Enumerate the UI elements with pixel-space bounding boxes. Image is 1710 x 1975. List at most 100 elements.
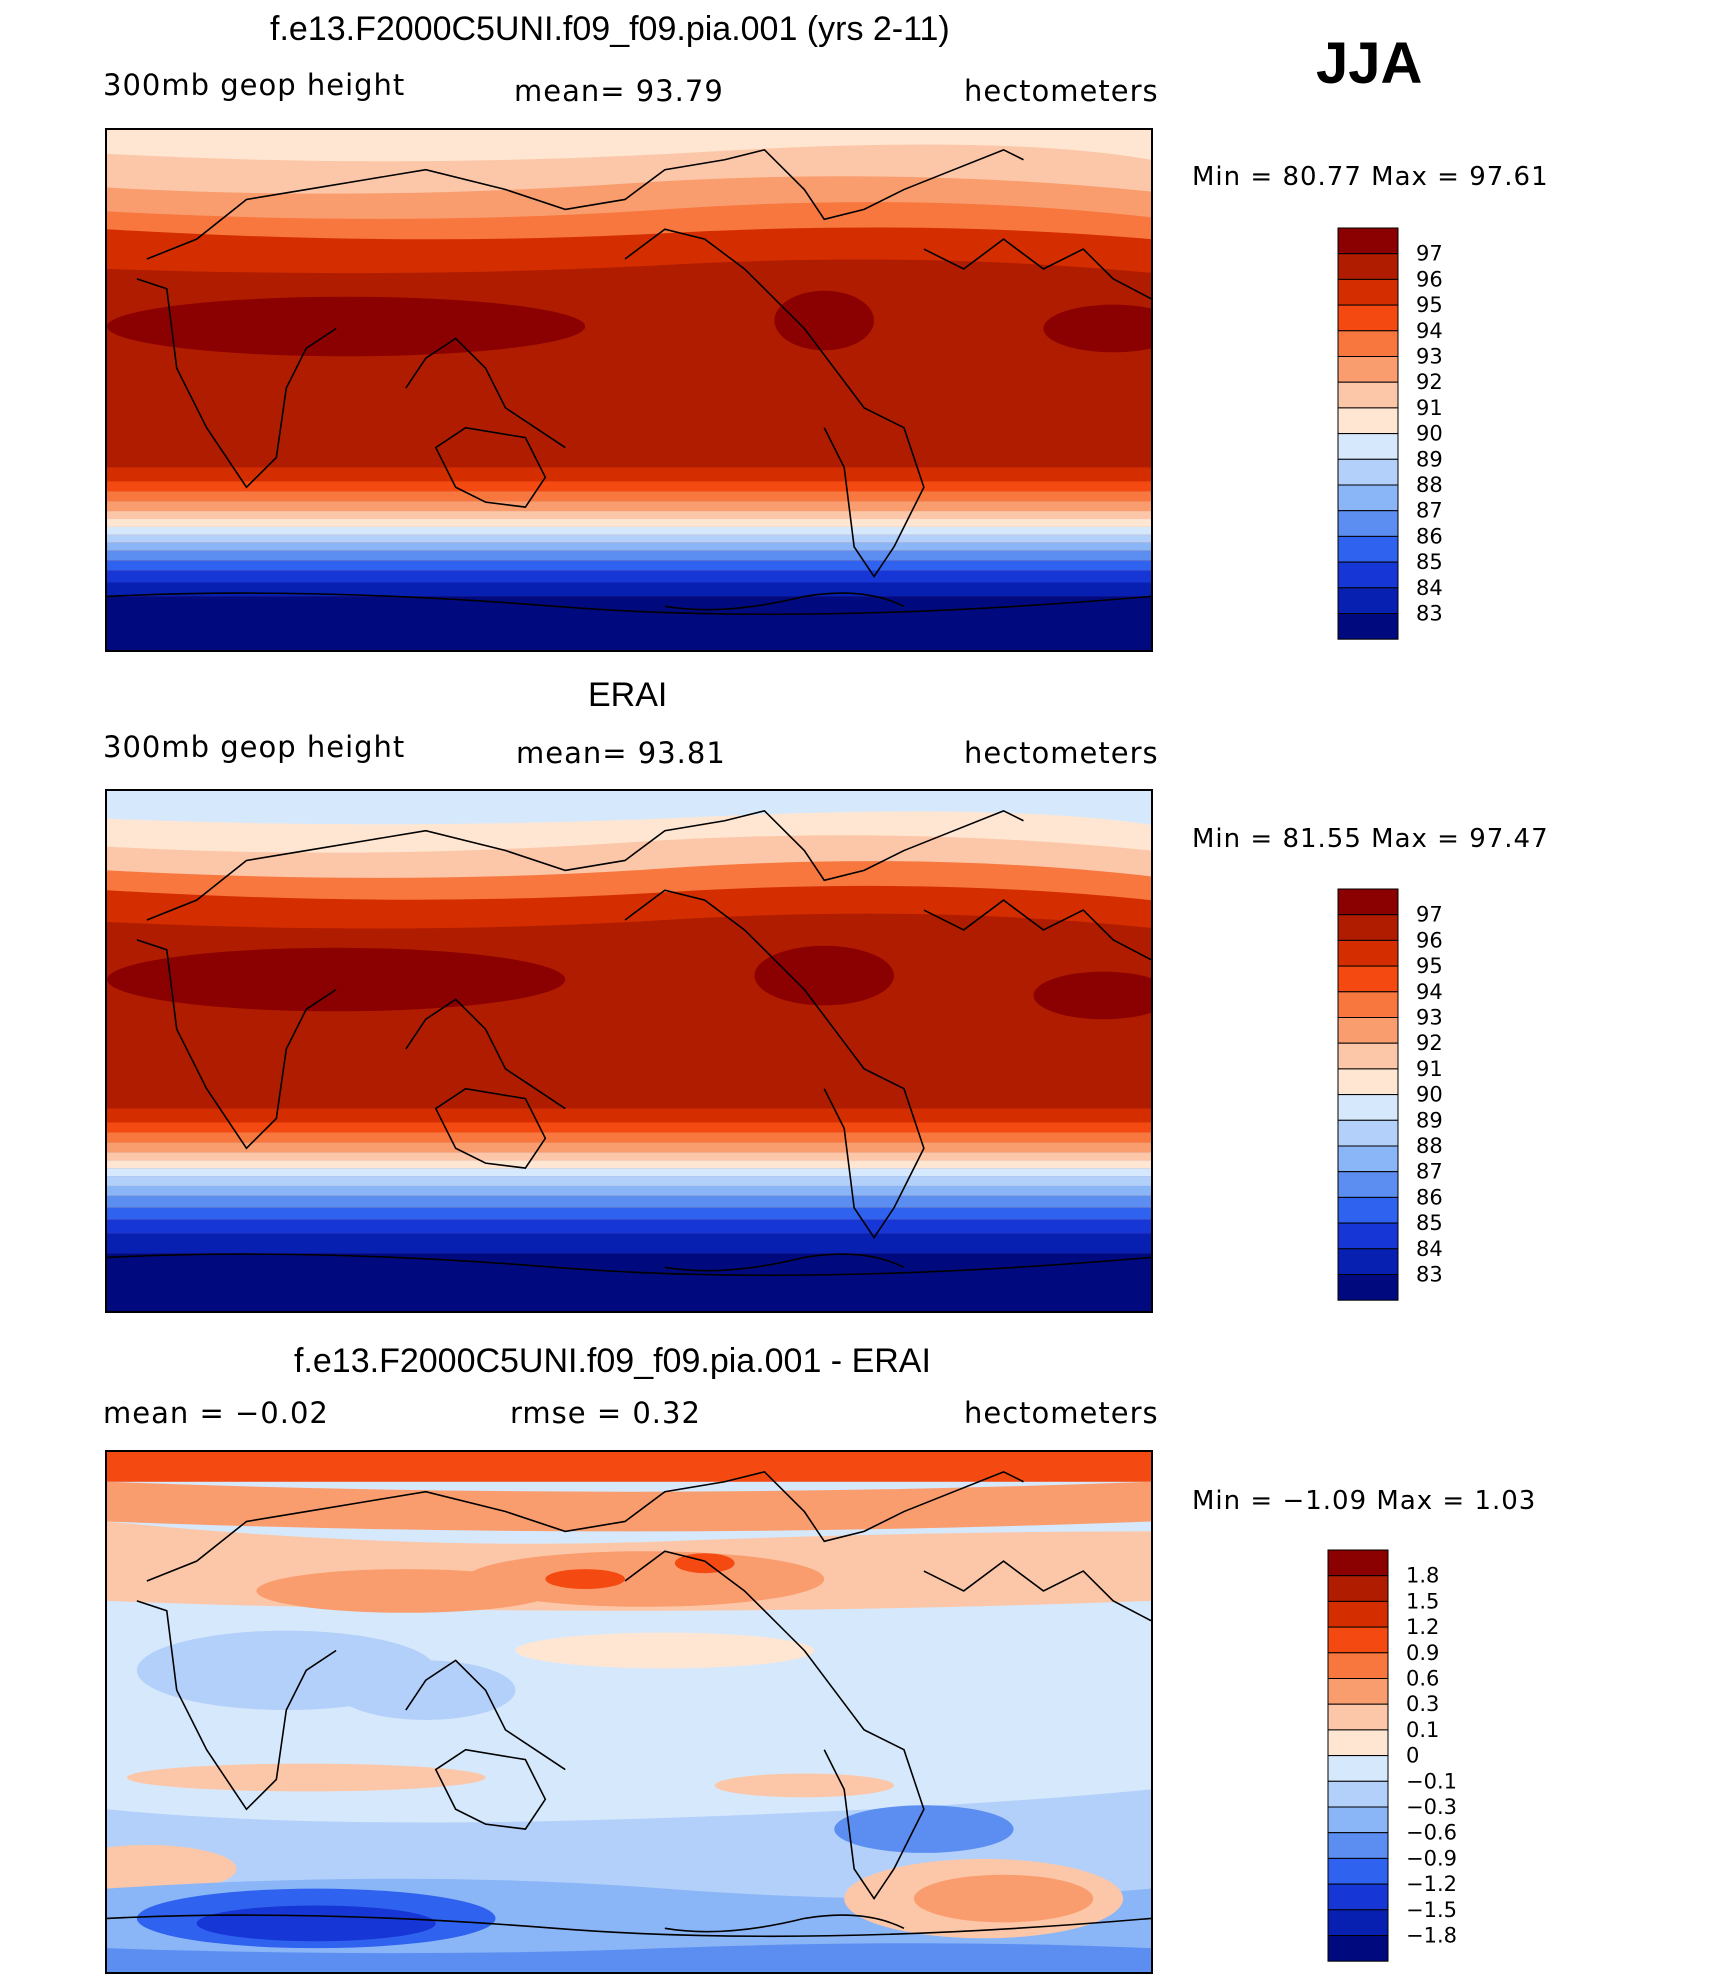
panel-3-minmax: Min = −1.09 Max = 1.03 bbox=[1192, 1486, 1537, 1516]
colorbar-swatch bbox=[1327, 1832, 1389, 1859]
colorbar-tick-label: −1.2 bbox=[1406, 1872, 1457, 1896]
colorbar-swatch bbox=[1327, 1780, 1389, 1808]
panel-1-title: f.e13.F2000C5UNI.f09_f09.pia.001 (yrs 2-… bbox=[270, 10, 950, 48]
colorbar-tick-label: 84 bbox=[1416, 576, 1443, 600]
colorbar-swatch bbox=[1337, 991, 1399, 1019]
colorbar-tick-label: 83 bbox=[1416, 602, 1443, 626]
colorbar-swatch bbox=[1337, 1222, 1399, 1250]
colorbar-tick-label: 92 bbox=[1416, 1031, 1443, 1055]
colorbar-swatch bbox=[1327, 1857, 1389, 1885]
colorbar-swatch bbox=[1337, 1248, 1399, 1275]
panel-1-variable-label: 300mb geop height bbox=[103, 68, 406, 102]
panel-3-units-label: hectometers bbox=[964, 1396, 1159, 1430]
colorbar-tick-label: −1.8 bbox=[1406, 1924, 1457, 1948]
colorbar-tick-label: 90 bbox=[1416, 1083, 1443, 1107]
colorbar-swatch bbox=[1337, 484, 1399, 512]
colorbar-tick-label: 93 bbox=[1416, 345, 1443, 369]
colorbar-swatch bbox=[1337, 1068, 1399, 1096]
panel-3-mean-label: mean = −0.02 bbox=[103, 1396, 329, 1430]
colorbar-tick-label: 0.6 bbox=[1406, 1667, 1439, 1691]
colorbar-swatch bbox=[1337, 381, 1399, 409]
colorbar-tick-label: 0.9 bbox=[1406, 1641, 1439, 1665]
colorbar-tick-label: 1.2 bbox=[1406, 1615, 1439, 1639]
colorbar-tick-label: 96 bbox=[1416, 928, 1443, 952]
colorbar-tick-label: 94 bbox=[1416, 319, 1443, 343]
colorbar-tick-label: 1.8 bbox=[1406, 1564, 1439, 1588]
colorbar-tick-label: 0 bbox=[1406, 1744, 1419, 1768]
colorbar-swatch bbox=[1337, 433, 1399, 460]
colorbar-swatch bbox=[1327, 1626, 1389, 1654]
colorbar-tick-label: −0.6 bbox=[1406, 1821, 1457, 1845]
colorbar-tick-label: 0.1 bbox=[1406, 1718, 1439, 1742]
colorbar-tick-label: 91 bbox=[1416, 396, 1443, 420]
colorbar-swatch bbox=[1337, 1196, 1399, 1224]
colorbar-swatch bbox=[1327, 1600, 1389, 1628]
colorbar-swatch bbox=[1337, 227, 1399, 255]
colorbar-tick-label: −0.1 bbox=[1406, 1769, 1457, 1793]
colorbar-swatch bbox=[1327, 1575, 1389, 1602]
colorbar-swatch bbox=[1337, 888, 1399, 916]
colorbar-swatch bbox=[1337, 510, 1399, 537]
colorbar-tick-label: 93 bbox=[1416, 1006, 1443, 1030]
colorbar-swatch bbox=[1327, 1909, 1389, 1936]
colorbar-swatch bbox=[1337, 1274, 1399, 1301]
colorbar-tick-label: 88 bbox=[1416, 1134, 1443, 1158]
panel-2-minmax: Min = 81.55 Max = 97.47 bbox=[1192, 824, 1549, 854]
colorbar-swatch bbox=[1337, 1042, 1399, 1070]
colorbar-swatch bbox=[1327, 1549, 1389, 1577]
colorbar-swatch bbox=[1327, 1883, 1389, 1911]
colorbar-tick-label: 1.5 bbox=[1406, 1589, 1439, 1613]
colorbar-swatch bbox=[1327, 1806, 1389, 1834]
colorbar-swatch bbox=[1337, 278, 1399, 306]
colorbar-swatch bbox=[1327, 1652, 1389, 1680]
colorbar-tick-label: 84 bbox=[1416, 1237, 1443, 1261]
colorbar-swatch bbox=[1337, 356, 1399, 383]
panel-1-units-label: hectometers bbox=[964, 74, 1159, 108]
panel-2-title: ERAI bbox=[588, 676, 668, 714]
colorbar-tick-label: 95 bbox=[1416, 293, 1443, 317]
coastline-outlines bbox=[107, 148, 1151, 616]
colorbar-swatch bbox=[1337, 587, 1399, 614]
colorbar-swatch bbox=[1337, 1119, 1399, 1147]
colorbar-swatch bbox=[1337, 407, 1399, 435]
colorbar-tick-label: 87 bbox=[1416, 499, 1443, 523]
colorbar-svg: 1.81.51.20.90.60.30.10−0.1−0.3−0.6−0.9−1… bbox=[1327, 1549, 1457, 1962]
colorbar-tick-label: 86 bbox=[1416, 1185, 1443, 1209]
colorbar-tick-label: 89 bbox=[1416, 1108, 1443, 1132]
panel-3-field bbox=[107, 1452, 1151, 1972]
panel-3-rmse-label: rmse = 0.32 bbox=[510, 1396, 701, 1430]
panel-2-field bbox=[107, 791, 1151, 1311]
colorbar-swatch bbox=[1337, 939, 1399, 967]
colorbar-swatch bbox=[1327, 1729, 1389, 1757]
colorbar-tick-label: 96 bbox=[1416, 267, 1443, 291]
colorbar-tick-label: 83 bbox=[1416, 1263, 1443, 1287]
colorbar-tick-label: 86 bbox=[1416, 524, 1443, 548]
panel-3-colorbar: 1.8 1.5 1.2 0.9 0.6 0.3 0.1 0 −0.1 −0.3 −0.6 −0.9 −1… bbox=[1327, 1549, 1508, 1975]
colorbar-tick-label: −0.3 bbox=[1406, 1795, 1457, 1819]
colorbar-swatch bbox=[1337, 914, 1399, 941]
season-label: JJA bbox=[1316, 31, 1423, 96]
panel-2-colorbar: 97 96 95 94 93 92 91 90 89 88 87 86 85 84 83 bbox=[1337, 888, 1518, 1314]
colorbar-tick-label: 89 bbox=[1416, 447, 1443, 471]
colorbar-swatch bbox=[1327, 1935, 1389, 1962]
colorbar-tick-label: 97 bbox=[1416, 242, 1443, 266]
colorbar-swatch bbox=[1337, 253, 1399, 280]
colorbar-tick-label: 97 bbox=[1416, 903, 1443, 927]
colorbar-swatch bbox=[1337, 535, 1399, 563]
colorbar-swatch bbox=[1327, 1703, 1389, 1731]
colorbar-swatch bbox=[1327, 1678, 1389, 1705]
panel-2-units-label: hectometers bbox=[964, 736, 1159, 770]
colorbar-swatch bbox=[1337, 1171, 1399, 1198]
colorbar-tick-label: 87 bbox=[1416, 1160, 1443, 1184]
panel-3-map bbox=[105, 1450, 1153, 1974]
colorbar-swatch bbox=[1337, 965, 1399, 993]
colorbar-swatch bbox=[1327, 1755, 1389, 1782]
colorbar-swatch bbox=[1337, 613, 1399, 640]
colorbar-tick-label: 90 bbox=[1416, 422, 1443, 446]
panel-3-title: f.e13.F2000C5UNI.f09_f09.pia.001 - ERAI bbox=[294, 1342, 931, 1380]
panel-2-mean-label: mean= 93.81 bbox=[516, 736, 726, 770]
panel-1-field bbox=[107, 130, 1151, 650]
colorbar-swatch bbox=[1337, 330, 1399, 358]
